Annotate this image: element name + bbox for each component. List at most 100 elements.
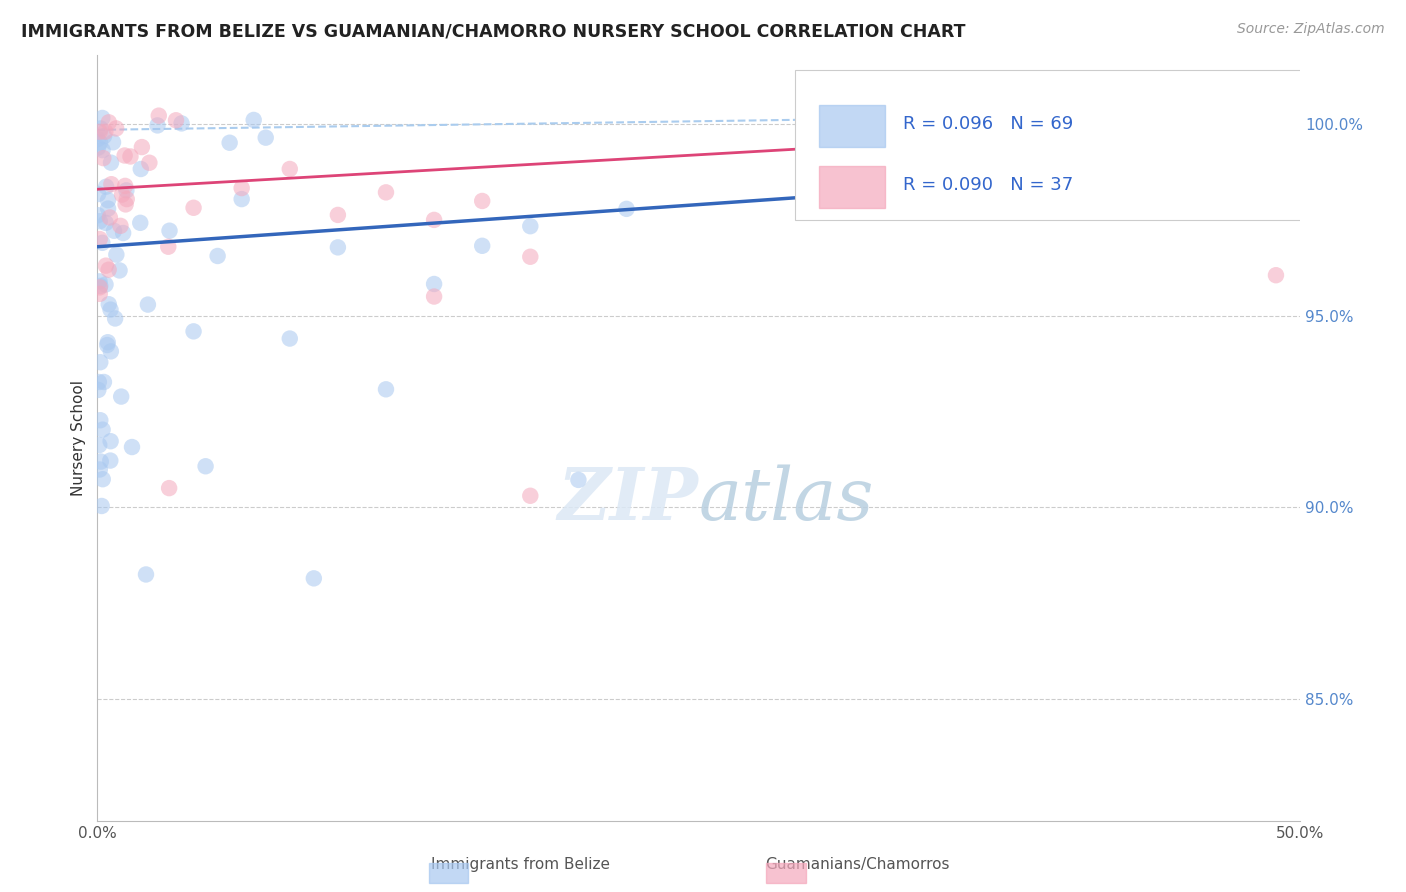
Point (114, 148, 136, 162)
Point (91, 111, 114, 125)
Point (254, 130, 277, 145)
Point (89, 280, 111, 294)
Point (146, 119, 169, 133)
Point (159, 224, 181, 238)
Point (89, 279, 111, 293)
Point (89, 355, 111, 369)
Point (104, 311, 127, 326)
Point (100, 155, 122, 169)
Point (98, 453, 121, 467)
Point (93, 129, 115, 144)
Point (114, 178, 136, 193)
Point (519, 219, 541, 234)
Point (94, 259, 117, 273)
FancyBboxPatch shape (818, 166, 886, 209)
Point (87, 140, 110, 154)
Text: R = 0.096   N = 69: R = 0.096 N = 69 (903, 115, 1073, 133)
Point (567, 473, 589, 487)
Point (90, 121, 112, 136)
Point (86, 132, 108, 146)
Point (129, 216, 152, 230)
Text: Source: ZipAtlas.com: Source: ZipAtlas.com (1237, 22, 1385, 37)
Point (96, 338, 118, 352)
Point (471, 239, 494, 253)
Point (183, 201, 205, 215)
Point (89, 413, 111, 427)
Text: IMMIGRANTS FROM BELIZE VS GUAMANIAN/CHAMORRO NURSERY SCHOOL CORRELATION CHART: IMMIGRANTS FROM BELIZE VS GUAMANIAN/CHAM… (21, 22, 966, 40)
Point (110, 390, 132, 404)
Point (89, 214, 111, 228)
Point (97, 335, 120, 350)
Point (101, 136, 124, 150)
Point (100, 178, 122, 192)
Point (278, 161, 301, 176)
Point (91, 423, 114, 437)
Point (103, 224, 125, 238)
Point (87, 186, 110, 201)
Point (375, 186, 398, 200)
Point (131, 140, 153, 154)
Point (94, 216, 117, 230)
Point (90, 454, 112, 468)
Point (89, 136, 111, 150)
Point (375, 382, 398, 396)
Point (1265, 113, 1288, 128)
Point (89, 462, 111, 476)
Point (115, 183, 138, 197)
Point (136, 297, 159, 311)
Point (100, 344, 122, 359)
Point (111, 187, 134, 202)
Point (231, 192, 253, 206)
Point (87, 383, 110, 397)
Y-axis label: Nursery School: Nursery School (72, 380, 86, 496)
Point (218, 136, 240, 150)
Point (326, 240, 349, 254)
FancyBboxPatch shape (794, 70, 1306, 220)
Point (97, 202, 120, 216)
Point (1265, 268, 1288, 283)
Point (157, 481, 180, 495)
Point (89, 274, 111, 288)
Point (94, 277, 117, 292)
Text: Immigrants from Belize: Immigrants from Belize (430, 857, 610, 872)
Point (194, 459, 217, 474)
Point (120, 149, 142, 163)
Point (616, 202, 638, 216)
Point (100, 302, 122, 317)
Point (115, 192, 138, 206)
Text: Guamanians/Chamorros: Guamanians/Chamorros (765, 857, 950, 872)
Point (138, 155, 160, 169)
Point (110, 219, 132, 233)
Point (89, 125, 111, 139)
Point (423, 213, 446, 227)
Point (93, 375, 115, 389)
Point (98, 211, 121, 225)
Point (87, 208, 110, 222)
Point (97, 193, 120, 207)
Point (165, 113, 187, 128)
Point (157, 240, 180, 254)
Point (100, 434, 122, 449)
Point (148, 109, 170, 123)
Point (94, 125, 117, 139)
Point (97, 297, 120, 311)
Text: ZIP: ZIP (558, 464, 699, 535)
Point (112, 226, 135, 240)
Point (105, 121, 128, 136)
Point (108, 263, 131, 277)
Point (91, 143, 114, 157)
Point (326, 208, 349, 222)
Point (170, 116, 193, 130)
Point (97, 262, 120, 277)
FancyBboxPatch shape (818, 105, 886, 147)
Point (89, 232, 111, 246)
Text: R = 0.090   N = 37: R = 0.090 N = 37 (903, 177, 1073, 194)
Point (471, 194, 494, 208)
Point (91, 151, 114, 165)
Point (89, 438, 111, 452)
Point (91, 472, 114, 486)
Point (94, 179, 117, 194)
Point (105, 247, 128, 261)
Point (242, 112, 264, 127)
Point (114, 197, 136, 211)
